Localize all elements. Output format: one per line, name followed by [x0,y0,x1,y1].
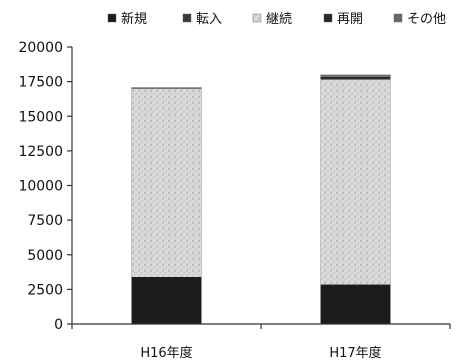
legend-swatch [393,13,403,23]
y-tick-label: 17500 [18,75,63,91]
bars [131,74,391,325]
legend-swatch [182,13,192,23]
bar-segment [131,88,202,277]
bar-segment [131,87,202,89]
y-tick-label: 7500 [27,213,63,229]
bar-segment [131,276,202,324]
bar-stack [131,87,202,325]
x-tick-label: H16年度 [140,345,192,361]
legend-label: 継続 [266,12,292,27]
legend-item: 継続 [252,12,292,27]
bar-stack [320,74,391,325]
y-tick-label: 2500 [27,282,63,298]
y-tick-label: 5000 [27,248,63,264]
legend: 新規 転入 継続 再開 その他 [107,11,446,27]
y-tick-label: 15000 [18,109,63,125]
x-tick-label: H17年度 [329,345,381,361]
y-tick-label: 0 [54,317,63,333]
legend-swatch [323,13,333,23]
legend-swatch [107,13,117,23]
legend-label: 再開 [337,12,363,27]
y-tick-label: 12500 [18,144,63,160]
bar-segment [320,79,391,285]
legend-label: 新規 [121,11,147,27]
legend-item: 転入 [182,12,222,27]
y-tick-label: 10000 [18,179,63,195]
legend-swatch [252,13,262,23]
bar-segment [320,76,391,80]
legend-item: その他 [393,12,446,27]
bar-segment [320,74,391,77]
y-axis: 0 2500 5000 7500 10000 12500 15000 17500 20000 [18,40,73,333]
legend-item: 新規 [107,11,147,27]
x-axis: H16年度 H17年度 [71,323,451,361]
legend-label: 転入 [196,12,222,27]
bar-segment [320,284,391,324]
y-tick-label: 20000 [18,40,63,56]
bar-segment [131,87,202,89]
legend-label: その他 [407,12,446,27]
legend-item: 再開 [323,12,363,27]
